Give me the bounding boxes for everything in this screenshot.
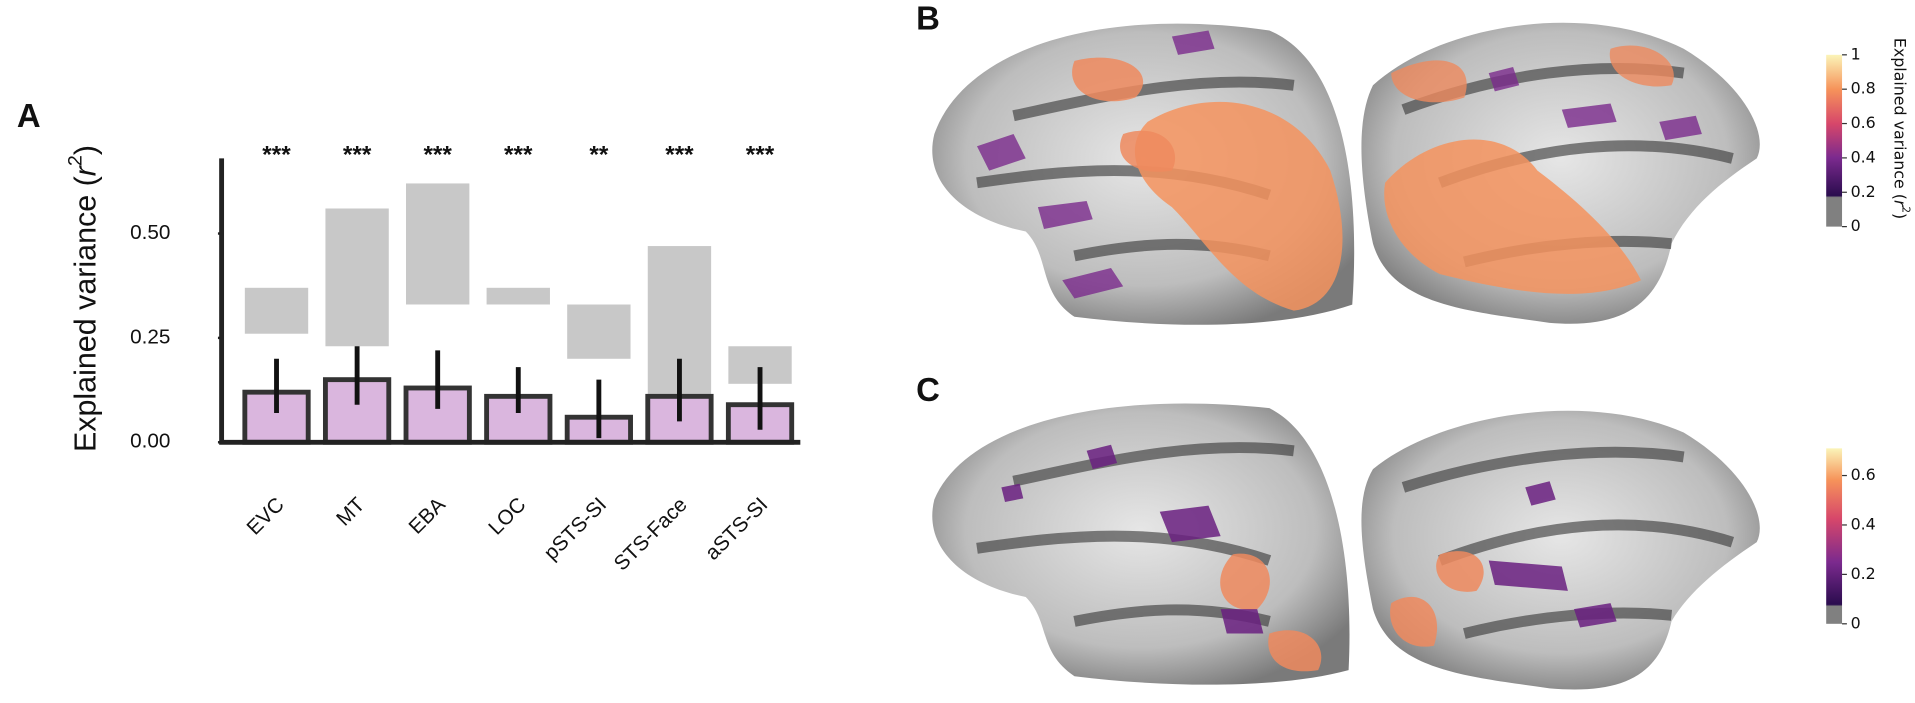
- colorbar: [1826, 448, 1843, 624]
- label-part: r: [69, 164, 103, 176]
- y-tick-label: 0.50: [130, 221, 170, 244]
- panel-label: A: [17, 97, 41, 134]
- significance: ***: [423, 141, 452, 168]
- x-tick-label: STS-Face: [610, 493, 692, 575]
- label-part: Explained variance (: [69, 176, 103, 452]
- colorbar-tick-label: 0.4: [1851, 147, 1876, 166]
- axes: [219, 158, 801, 445]
- colorbar-tick-label: 0.2: [1851, 564, 1876, 583]
- noise-ceiling: [406, 183, 470, 305]
- noise-ceiling: [486, 287, 550, 305]
- axis-label: Explained variance (r2): [1891, 38, 1912, 219]
- significance: ***: [262, 141, 291, 168]
- brain-b-left: [932, 23, 1355, 325]
- brain-c-right: [1361, 410, 1760, 690]
- x-tick-label: aSTS-SI: [701, 493, 773, 565]
- brain-images: [932, 22, 1760, 690]
- x-tick-label: LOC: [484, 493, 530, 539]
- colorbar-tick-label: 0: [1851, 216, 1861, 235]
- x-tick-label: EVC: [242, 493, 288, 539]
- label-part: Explained variance (: [1891, 38, 1910, 200]
- significance: ***: [504, 141, 533, 168]
- x-tick-label: pSTS-SI: [540, 493, 612, 565]
- label-part: ): [1891, 213, 1910, 219]
- brain-c-left: [932, 403, 1350, 685]
- significance: ***: [746, 141, 775, 168]
- panel-label: C: [916, 371, 940, 408]
- colorbar-tick-label: 0.2: [1851, 182, 1876, 201]
- colorbar-tick-label: 0.6: [1851, 113, 1876, 132]
- colorbar-tick-label: 0.4: [1851, 514, 1876, 533]
- brain-b-right: [1361, 22, 1760, 324]
- significance: ***: [665, 141, 694, 168]
- colorbar: [1826, 54, 1843, 227]
- axis-label: Explained variance (r2): [65, 145, 103, 452]
- label-part: 2: [65, 155, 87, 166]
- significance: **: [589, 141, 608, 168]
- colorbar-tick-label: 0.8: [1851, 79, 1876, 98]
- colorbar-tick-label: 1: [1851, 44, 1861, 63]
- label-part: ): [69, 145, 103, 155]
- colorbar-tick-label: 0.6: [1851, 465, 1876, 484]
- noise-ceiling: [567, 304, 631, 359]
- significance: ***: [343, 141, 372, 168]
- noise-ceiling: [325, 208, 389, 347]
- label-part: 2: [1899, 206, 1911, 213]
- noise-ceiling: [244, 287, 309, 334]
- y-tick-label: 0.00: [130, 430, 170, 453]
- label-part: r: [1891, 200, 1910, 208]
- colorbar-tick-label: 0: [1851, 613, 1861, 632]
- x-tick-label: EBA: [404, 493, 450, 539]
- x-tick-label: MT: [332, 493, 370, 531]
- panel-label: B: [916, 0, 940, 36]
- y-tick-label: 0.25: [130, 325, 170, 348]
